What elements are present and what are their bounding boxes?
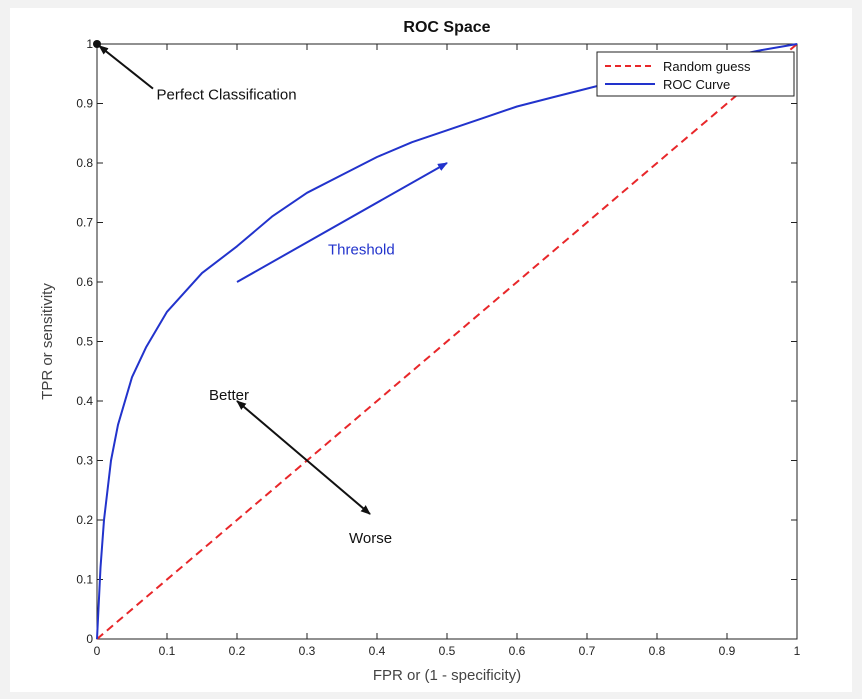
y-tick-label: 0.9 (76, 97, 93, 111)
roc-chart: ROC Space 0 0.1 0.2 0.3 0.4 0.5 0.6 0.7 0.8 0.9 10… (39, 19, 801, 684)
annotation-arrows (98, 45, 448, 515)
x-tick-label: 0.7 (579, 644, 596, 658)
y-tick-label: 1 (86, 37, 93, 51)
y-tick-label: 0 (86, 632, 93, 646)
x-tick-label: 0.8 (649, 644, 666, 658)
legend-box (596, 51, 795, 97)
y-tick-label: 0.6 (76, 275, 93, 289)
chart-frame: ROC Space 0 0.1 0.2 0.3 0.4 0.5 0.6 0.7 0.8 0.9 1 0… (10, 8, 852, 692)
x-axis-label: FPR or (1 - specificity) (373, 667, 521, 684)
threshold-arrow (236, 162, 448, 283)
x-tick-label: 0.6 (509, 644, 526, 658)
legend: Random guess ROC Curve (596, 51, 795, 97)
axis-ticks: 0 0.1 0.2 0.3 0.4 0.5 0.6 0.7 0.8 0.9 1 0 0.1 0.2 0.3 0… (76, 37, 800, 658)
x-tick-label: 0.4 (369, 644, 386, 658)
y-tick-label: 0.7 (76, 216, 93, 230)
x-tick-label: 0.5 (439, 644, 456, 658)
legend-label: ROC Curve (663, 77, 730, 92)
y-tick-label: 0.5 (76, 335, 93, 349)
annotation-perfect-classification: Perfect Classification (157, 87, 297, 104)
y-axis-label: TPR or sensitivity (39, 283, 56, 400)
legend-label: Random guess (663, 59, 751, 74)
x-tick-label: 0.2 (229, 644, 246, 658)
y-tick-label: 0.3 (76, 454, 93, 468)
annotation-worse: Worse (349, 530, 392, 547)
x-tick-label: 0 (94, 644, 101, 658)
x-tick-label: 0.1 (159, 644, 176, 658)
series-line-random-guess (96, 43, 798, 640)
y-tick-label: 0.4 (76, 394, 93, 408)
perfect-classification-arrow (98, 45, 154, 90)
x-tick-label: 0.9 (719, 644, 736, 658)
x-tick-label: 0.3 (299, 644, 316, 658)
annotations: Perfect Classification Threshold Better Wor… (157, 87, 395, 547)
x-tick-label: 1 (794, 644, 801, 658)
y-tick-label: 0.2 (76, 513, 93, 527)
annotation-threshold: Threshold (328, 241, 395, 258)
annotation-better: Better (209, 387, 249, 404)
y-tick-label: 0.8 (76, 156, 93, 170)
better-arrow (236, 400, 308, 462)
chart-title: ROC Space (403, 19, 490, 36)
worse-arrow (306, 459, 371, 515)
y-tick-label: 0.1 (76, 573, 93, 587)
